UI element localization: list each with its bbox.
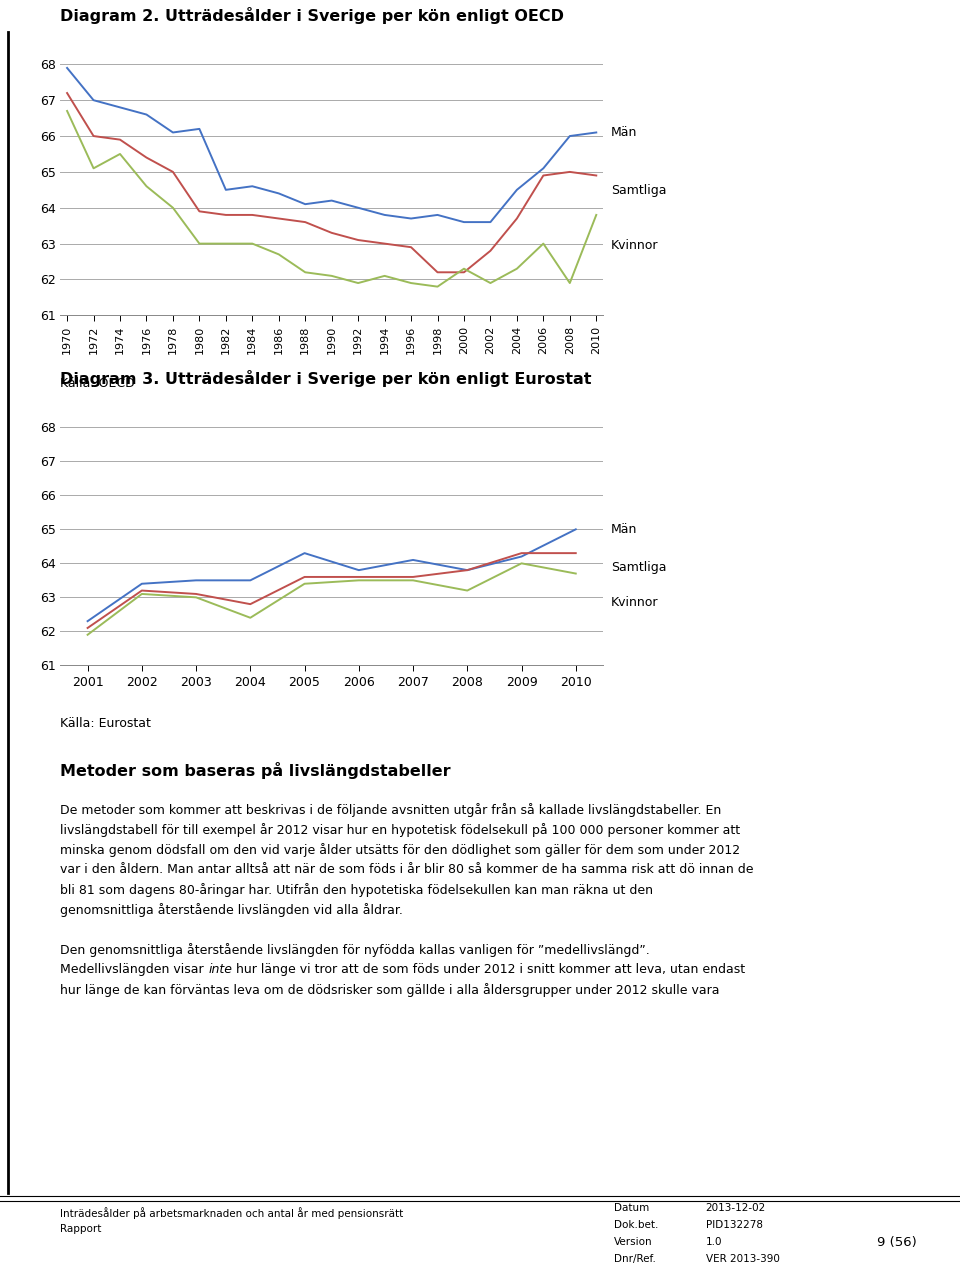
Text: Män: Män — [611, 126, 637, 139]
Text: Version: Version — [614, 1237, 653, 1247]
Text: Samtliga: Samtliga — [611, 184, 666, 197]
Text: Källa: Eurostat: Källa: Eurostat — [60, 717, 152, 730]
Text: var i den åldern. Man antar alltså att när de som föds i år blir 80 så kommer de: var i den åldern. Man antar alltså att n… — [60, 862, 754, 876]
Text: Rapport: Rapport — [60, 1224, 102, 1234]
Text: inte: inte — [208, 963, 232, 976]
Text: bli 81 som dagens 80-åringar har. Utifrån den hypotetiska födelsekullen kan man : bli 81 som dagens 80-åringar har. Utifrå… — [60, 883, 654, 897]
Text: Diagram 3. Utträdesålder i Sverige per kön enligt Eurostat: Diagram 3. Utträdesålder i Sverige per k… — [60, 371, 592, 387]
Text: livslängdstabell för till exempel år 2012 visar hur en hypotetisk födelsekull på: livslängdstabell för till exempel år 201… — [60, 824, 740, 837]
Text: Den genomsnittliga återstående livslängden för nyfödda kallas vanligen för ”mede: Den genomsnittliga återstående livslängd… — [60, 942, 650, 956]
Text: Inträdesålder på arbetsmarknaden och antal år med pensionsrätt: Inträdesålder på arbetsmarknaden och ant… — [60, 1207, 404, 1219]
Text: Dok.bet.: Dok.bet. — [614, 1220, 659, 1230]
Text: Källa: OECD: Källa: OECD — [60, 377, 135, 390]
Text: Medellivslängden visar: Medellivslängden visar — [60, 963, 208, 976]
Text: Dnr/Ref.: Dnr/Ref. — [614, 1254, 657, 1264]
Text: genomsnittliga återstående livslängden vid alla åldrar.: genomsnittliga återstående livslängden v… — [60, 903, 403, 916]
Text: minska genom dödsfall om den vid varje ålder utsätts för den dödlighet som gälle: minska genom dödsfall om den vid varje å… — [60, 843, 740, 857]
Text: hur länge vi tror att de som föds under 2012 i snitt kommer att leva, utan endas: hur länge vi tror att de som föds under … — [232, 963, 745, 976]
Text: 2013-12-02: 2013-12-02 — [706, 1203, 766, 1214]
Text: Diagram 2. Utträdesålder i Sverige per kön enligt OECD: Diagram 2. Utträdesålder i Sverige per k… — [60, 8, 564, 24]
Text: hur länge de kan förväntas leva om de dödsrisker som gällde i alla åldersgrupper: hur länge de kan förväntas leva om de dö… — [60, 983, 720, 996]
Text: Män: Män — [611, 523, 637, 535]
Text: 9 (56): 9 (56) — [877, 1236, 917, 1248]
Text: PID132278: PID132278 — [706, 1220, 762, 1230]
Text: VER 2013-390: VER 2013-390 — [706, 1254, 780, 1264]
Text: 1.0: 1.0 — [706, 1237, 722, 1247]
Text: Datum: Datum — [614, 1203, 650, 1214]
Text: Metoder som baseras på livslängdstabeller: Metoder som baseras på livslängdstabelle… — [60, 762, 451, 779]
Text: Kvinnor: Kvinnor — [611, 596, 659, 609]
Text: Kvinnor: Kvinnor — [611, 238, 659, 251]
Text: De metoder som kommer att beskrivas i de följande avsnitten utgår från så kallad: De metoder som kommer att beskrivas i de… — [60, 803, 722, 817]
Text: Samtliga: Samtliga — [611, 561, 666, 574]
